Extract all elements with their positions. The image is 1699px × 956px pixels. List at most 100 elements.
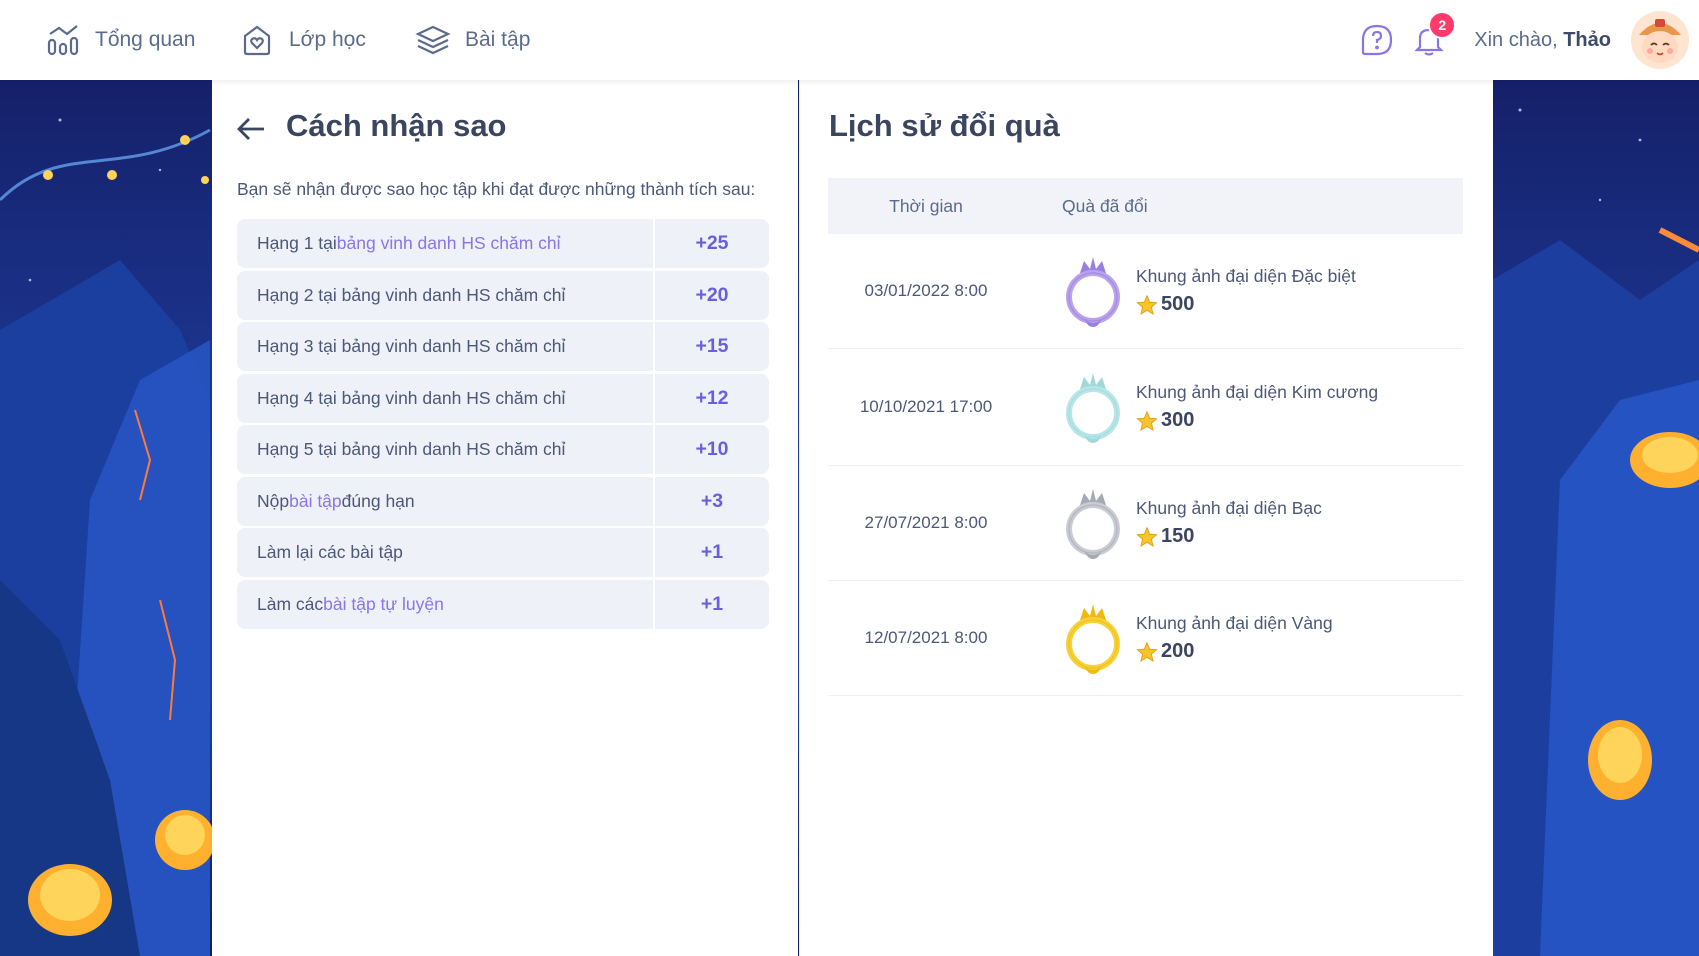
help-button[interactable] (1360, 23, 1394, 57)
star-rules-panel: Cách nhận sao Bạn sẽ nhận được sao học t… (212, 80, 798, 956)
gift-price: 150 (1136, 525, 1322, 548)
intro-text: Bạn sẽ nhận được sao học tập khi đạt đượ… (237, 179, 756, 199)
greeting-text: Xin chào, Thảo (1474, 29, 1611, 52)
table-row: 03/01/2022 8:00 Khung ảnh đại diện Đặc b… (828, 234, 1463, 349)
gift-price-value: 500 (1161, 293, 1195, 315)
table-header: Thời gian Quà đã đổi (828, 178, 1463, 234)
gift-price: 300 (1136, 409, 1378, 432)
nav-exercises[interactable]: Bài tập (415, 18, 530, 62)
star-icon (1136, 526, 1158, 547)
rule-text: Nộp bài tập đúng hạn (237, 476, 655, 526)
gift-time: 12/07/2021 8:00 (864, 628, 988, 647)
rule-row: Hạng 1 tại bảng vinh danh HS chăm chỉ +2… (237, 219, 769, 268)
gift-time: 27/07/2021 8:00 (864, 513, 988, 532)
table-row: 27/07/2021 8:00 Khung ảnh đại diện Bạc 1… (828, 466, 1463, 581)
rule-row: Hạng 4 tại bảng vinh danh HS chăm chỉ +1… (237, 373, 769, 423)
nav-classes-label: Lớp học (289, 28, 366, 51)
rule-row: Nộp bài tập đúng hạn +3 (237, 476, 769, 526)
rule-row: Hạng 5 tại bảng vinh danh HS chăm chỉ +1… (237, 425, 769, 474)
rule-text-prefix: Hạng 1 tại (257, 233, 337, 253)
star-icon (1136, 641, 1158, 662)
house-heart-icon (239, 22, 275, 58)
rule-points: +15 (695, 335, 729, 357)
rule-text-prefix: Nộp (257, 490, 290, 511)
column-gift: Quà đã đổi (1062, 195, 1148, 216)
greeting-label: Xin chào, (1474, 28, 1558, 51)
gift-info: Khung ảnh đại diện Vàng 200 (1136, 613, 1333, 663)
rule-text-prefix: Hạng 3 tại bảng vinh danh HS chăm chỉ (257, 336, 566, 356)
history-title: Lịch sử đổi quà (829, 108, 1060, 143)
table-row: 12/07/2021 8:00 Khung ảnh đại diện Vàng … (828, 581, 1463, 696)
avatar-frame-icon (1066, 604, 1120, 674)
rule-text-suffix: đúng hạn (341, 490, 415, 511)
star-icon (1136, 410, 1158, 431)
layers-icon (415, 22, 451, 58)
chart-icon (45, 22, 81, 58)
rule-link[interactable]: bảng vinh danh HS chăm chỉ (336, 233, 561, 253)
nav-overview-label: Tổng quan (95, 28, 196, 51)
nav-overview[interactable]: Tổng quan (45, 18, 195, 62)
avatar-icon (1631, 11, 1689, 69)
rule-text: Làm các bài tập tự luyện (237, 579, 655, 629)
user-name: Thảo (1563, 28, 1611, 51)
gift-price-value: 150 (1161, 525, 1195, 547)
gift-time: 10/10/2021 17:00 (859, 397, 993, 416)
table-body: 03/01/2022 8:00 Khung ảnh đại diện Đặc b… (828, 234, 1463, 696)
rule-points: +12 (695, 386, 729, 409)
rule-text: Hạng 2 tại bảng vinh danh HS chăm chỉ (237, 270, 655, 320)
gift-price-value: 300 (1161, 409, 1195, 431)
page-title: Cách nhận sao (286, 108, 507, 143)
gift-time: 03/01/2022 8:00 (864, 281, 988, 300)
rule-text: Hạng 4 tại bảng vinh danh HS chăm chỉ (237, 373, 655, 423)
gift-price-value: 200 (1161, 640, 1195, 662)
rule-row: Hạng 2 tại bảng vinh danh HS chăm chỉ +2… (237, 270, 769, 320)
notification-badge: 2 (1428, 11, 1457, 39)
nav-classes[interactable]: Lớp học (239, 18, 366, 62)
help-icon (1362, 24, 1393, 56)
rule-text: Hạng 5 tại bảng vinh danh HS chăm chỉ (237, 425, 655, 474)
header-actions: 2 Xin chào, Thảo (1360, 8, 1689, 72)
top-navigation-bar: Tổng quan Lớp học Bài tập (0, 0, 1699, 80)
rule-link[interactable]: bài tập tự luyện (323, 593, 444, 614)
avatar-frame-icon (1066, 373, 1120, 443)
gift-price: 500 (1136, 293, 1356, 316)
gift-name: Khung ảnh đại diện Đặc biệt (1136, 266, 1356, 286)
column-time: Thời gian (889, 195, 963, 216)
rule-points: +1 (700, 592, 724, 615)
avatar-frame-icon (1066, 489, 1120, 559)
back-button[interactable] (234, 112, 268, 146)
rule-text-prefix: Hạng 4 tại bảng vinh danh HS chăm chỉ (257, 387, 566, 408)
nav-exercises-label: Bài tập (465, 28, 531, 51)
rule-text-prefix: Hạng 5 tại bảng vinh danh HS chăm chỉ (257, 439, 566, 459)
star-icon (1136, 294, 1158, 315)
rule-text: Làm lại các bài tập (237, 528, 655, 577)
rules-list: Hạng 1 tại bảng vinh danh HS chăm chỉ +2… (237, 219, 769, 631)
rule-points: +20 (695, 283, 729, 306)
rule-text-prefix: Làm các (257, 593, 324, 614)
arrow-left-icon (237, 118, 264, 140)
rule-points: +10 (695, 438, 729, 460)
table-row: 10/10/2021 17:00 Khung ảnh đại diện Kim … (828, 349, 1463, 466)
rule-text: Hạng 3 tại bảng vinh danh HS chăm chỉ (237, 322, 655, 371)
gift-history-table: Thời gian Quà đã đổi 03/01/2022 8:00 Khu… (828, 178, 1463, 696)
rule-text-prefix: Làm lại các bài tập (257, 542, 403, 562)
rule-points: +3 (700, 489, 724, 512)
gift-info: Khung ảnh đại diện Bạc 150 (1136, 498, 1322, 548)
gift-name: Khung ảnh đại diện Kim cương (1136, 382, 1379, 402)
avatar[interactable] (1631, 11, 1689, 69)
rule-link[interactable]: bài tập (289, 490, 342, 511)
rule-row: Hạng 3 tại bảng vinh danh HS chăm chỉ +1… (237, 322, 769, 371)
rule-text-prefix: Hạng 2 tại bảng vinh danh HS chăm chỉ (257, 284, 566, 305)
gift-name: Khung ảnh đại diện Vàng (1136, 613, 1333, 633)
notification-button[interactable]: 2 (1412, 11, 1457, 57)
gift-price: 200 (1136, 640, 1333, 663)
gift-name: Khung ảnh đại diện Bạc (1136, 498, 1322, 518)
gift-history-panel: Lịch sử đổi quà Thời gian Quà đã đổi 03/… (799, 80, 1493, 956)
avatar-frame-icon (1066, 257, 1120, 327)
rule-points: +1 (700, 541, 724, 563)
rule-points: +25 (695, 232, 729, 254)
rule-row: Làm các bài tập tự luyện +1 (237, 579, 769, 629)
gift-info: Khung ảnh đại diện Đặc biệt 500 (1136, 266, 1356, 316)
gift-info: Khung ảnh đại diện Kim cương 300 (1136, 382, 1378, 432)
rule-row: Làm lại các bài tập +1 (237, 528, 769, 577)
